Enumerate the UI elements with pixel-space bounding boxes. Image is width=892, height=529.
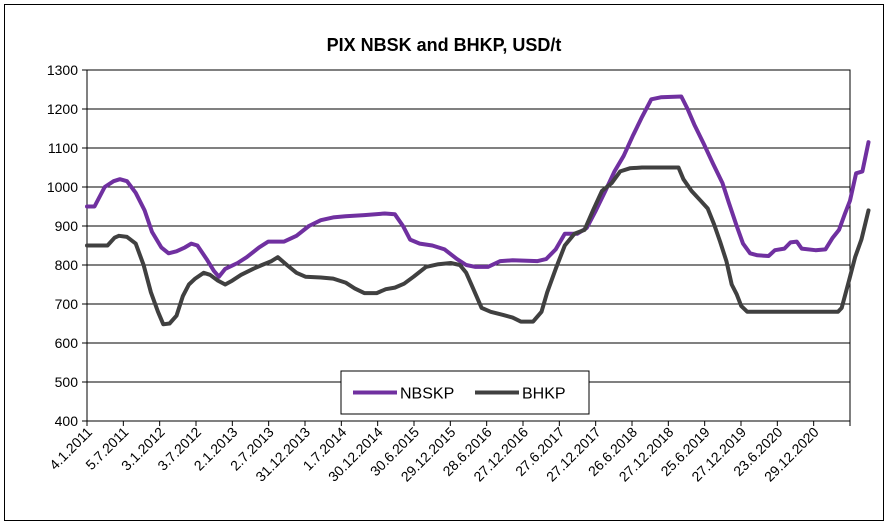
series-layer [85,94,871,327]
chart-frame: PIX NBSK and BHKP, USD/t 400 500 600 700 800… [4,4,884,521]
line-chart: PIX NBSK and BHKP, USD/t 400 500 600 700 800… [46,35,871,485]
y-tick-label: 1300 [47,62,78,78]
y-tick-label: 900 [55,218,79,234]
gridlines [87,69,850,422]
y-tick-label: 700 [55,296,79,312]
series-line-nbskp [85,94,871,279]
x-axis: 4.1.20115.7.20113.1.20123.7.20122.1.2013… [46,421,851,485]
y-tick-label: 1000 [47,179,78,195]
y-tick-label: 1200 [47,101,78,117]
y-tick-label: 1100 [48,140,78,156]
y-tick-label: 600 [55,335,79,351]
series-line-bhkp [85,165,871,327]
y-tick-label: 800 [55,257,79,273]
y-axis: 400 500 600 700 800 900 1000 1100 1200 1300 [47,62,87,429]
chart-title: PIX NBSK and BHKP, USD/t [327,35,562,55]
legend: NBSKP BHKP [340,370,590,415]
legend-label-nbskp: NBSKP [400,386,454,403]
y-tick-label: 400 [55,413,79,429]
plot-area [86,69,851,422]
legend-label-bhkp: BHKP [522,386,566,403]
y-tick-label: 500 [55,374,79,390]
